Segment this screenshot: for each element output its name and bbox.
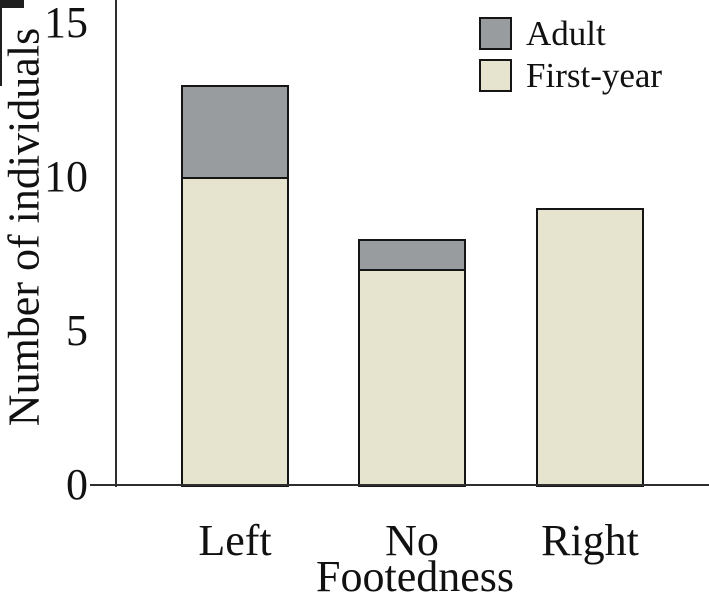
y-tick-label-15: 15 — [44, 0, 88, 47]
y-tick-10 — [0, 4, 24, 6]
y-axis-line — [115, 0, 117, 487]
legend-label-first-year: First-year — [526, 56, 663, 95]
y-tick-15 — [0, 6, 24, 8]
bar-segment-adult-no — [358, 238, 466, 272]
x-axis-line — [90, 484, 709, 486]
bar-no — [358, 238, 466, 487]
legend-swatch-first-year — [479, 59, 512, 92]
y-tick-label-10: 10 — [44, 152, 88, 201]
x-tick-label-left: Left — [198, 516, 272, 565]
legend-swatch-adult — [479, 17, 512, 50]
y-axis-title: Number of individuals — [0, 27, 49, 427]
legend-label-adult: Adult — [526, 14, 606, 53]
y-tick-5 — [0, 2, 24, 4]
x-axis-title: Footedness — [316, 552, 514, 601]
y-tick-label-5: 5 — [66, 306, 88, 355]
x-tick-left — [0, 8, 2, 34]
legend-item-adult: Adult — [479, 14, 662, 53]
legend: Adult First-year — [479, 14, 663, 101]
x-tick-no — [0, 34, 2, 60]
y-tick-label-0: 0 — [66, 460, 88, 509]
legend-item-first-year: First-year — [479, 56, 663, 95]
y-tick-0 — [0, 0, 24, 2]
x-tick-label-no: No — [385, 516, 439, 565]
x-tick-right — [0, 60, 2, 86]
bar-segment-adult-left — [181, 84, 289, 179]
x-tick-label-right: Right — [541, 516, 639, 565]
bar-right — [536, 207, 644, 487]
